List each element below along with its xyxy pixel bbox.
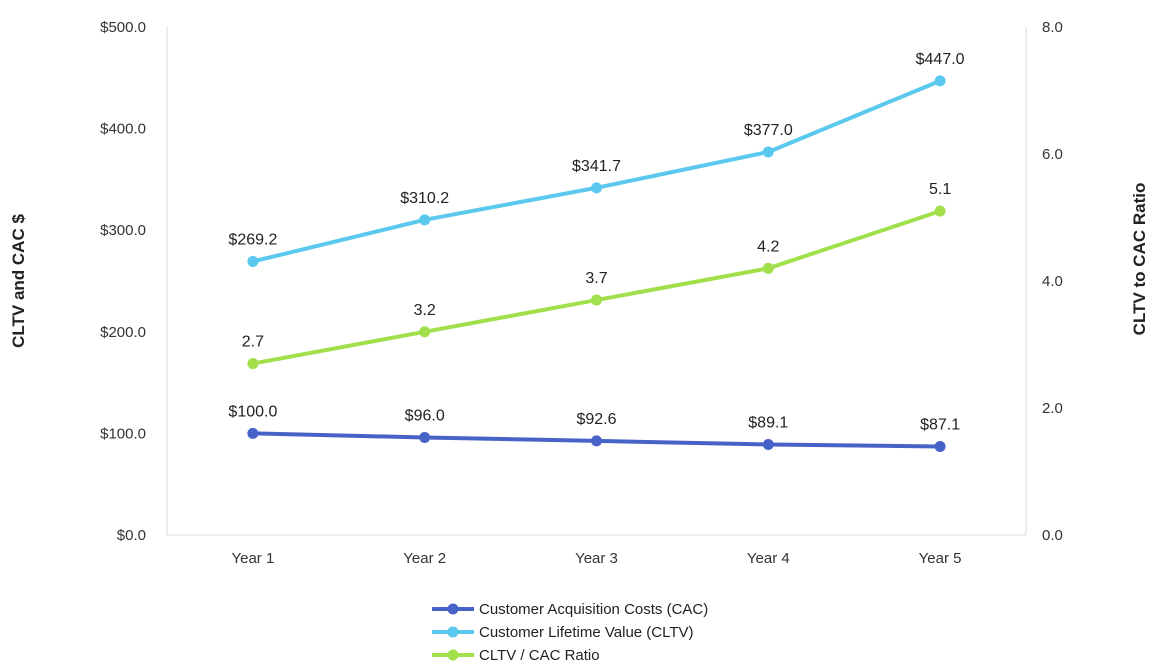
data-point (419, 326, 431, 338)
right-tick-label: 4.0 (1042, 273, 1063, 290)
left-axis-title: CLTV and CAC $ (9, 214, 28, 348)
right-tick-label: 8.0 (1042, 19, 1063, 36)
data-point (247, 255, 259, 267)
left-tick-label: $100.0 (100, 425, 146, 442)
legend-label: CLTV / CAC Ratio (479, 647, 600, 664)
data-point (419, 431, 431, 443)
data-label: 3.2 (414, 302, 436, 319)
left-tick-label: $200.0 (100, 324, 146, 341)
data-label: $96.0 (405, 407, 445, 424)
data-label: $310.2 (400, 190, 449, 207)
data-label: 2.7 (242, 334, 264, 351)
x-tick-label: Year 4 (747, 550, 790, 567)
left-tick-label: $0.0 (117, 527, 146, 544)
data-label: $92.6 (576, 411, 616, 428)
data-label: 5.1 (929, 181, 951, 198)
data-label: $447.0 (916, 51, 965, 68)
left-tick-label: $500.0 (100, 19, 146, 36)
data-label: 4.2 (757, 238, 779, 255)
data-label: 3.7 (585, 270, 607, 287)
legend-label: Customer Acquisition Costs (CAC) (479, 601, 708, 618)
right-tick-label: 0.0 (1042, 527, 1063, 544)
left-tick-label: $300.0 (100, 222, 146, 239)
data-label: $341.7 (572, 158, 621, 175)
series-line (252, 209, 941, 366)
left-tick-labels: $0.0 $100.0 $200.0 $300.0 $400.0 $500.0 (100, 19, 146, 544)
legend-marker (447, 603, 459, 615)
left-tick-label: $400.0 (100, 121, 146, 138)
data-point (934, 441, 946, 453)
right-tick-label: 6.0 (1042, 146, 1063, 163)
data-point (247, 427, 259, 439)
data-point (419, 214, 431, 226)
data-point (591, 182, 602, 194)
data-label: $100.0 (228, 403, 277, 420)
legend-label: Customer Lifetime Value (CLTV) (479, 624, 694, 641)
data-labels: $100.0 $96.0 $92.6 $89.1 $87.1 $269.2 $310.2 $3… (228, 51, 964, 434)
right-axis-title: CLTV to CAC Ratio (1130, 183, 1149, 336)
data-label: $269.2 (228, 231, 277, 248)
right-tick-labels: 0.0 2.0 4.0 6.0 8.0 (1042, 19, 1063, 544)
data-point (934, 75, 946, 87)
legend-marker (447, 626, 459, 638)
data-point (762, 262, 774, 274)
data-label: $377.0 (744, 122, 793, 139)
x-tick-labels: Year 1 Year 2 Year 3 Year 4 Year 5 (231, 550, 961, 567)
x-tick-label: Year 3 (575, 550, 618, 567)
axes (166, 27, 1027, 536)
x-tick-label: Year 5 (919, 550, 962, 567)
legend: Customer Acquisition Costs (CAC) Customer… (432, 601, 708, 664)
data-point (591, 294, 602, 306)
data-label: $87.1 (920, 417, 960, 434)
x-tick-label: Year 1 (231, 550, 274, 567)
data-point (762, 438, 774, 450)
legend-marker (447, 649, 459, 661)
data-point (247, 358, 259, 370)
series-layer (247, 75, 946, 453)
data-point (762, 146, 774, 158)
right-tick-label: 2.0 (1042, 400, 1063, 417)
data-point (591, 435, 602, 447)
data-point (934, 205, 946, 217)
x-tick-label: Year 2 (403, 550, 446, 567)
data-label: $89.1 (748, 414, 788, 431)
